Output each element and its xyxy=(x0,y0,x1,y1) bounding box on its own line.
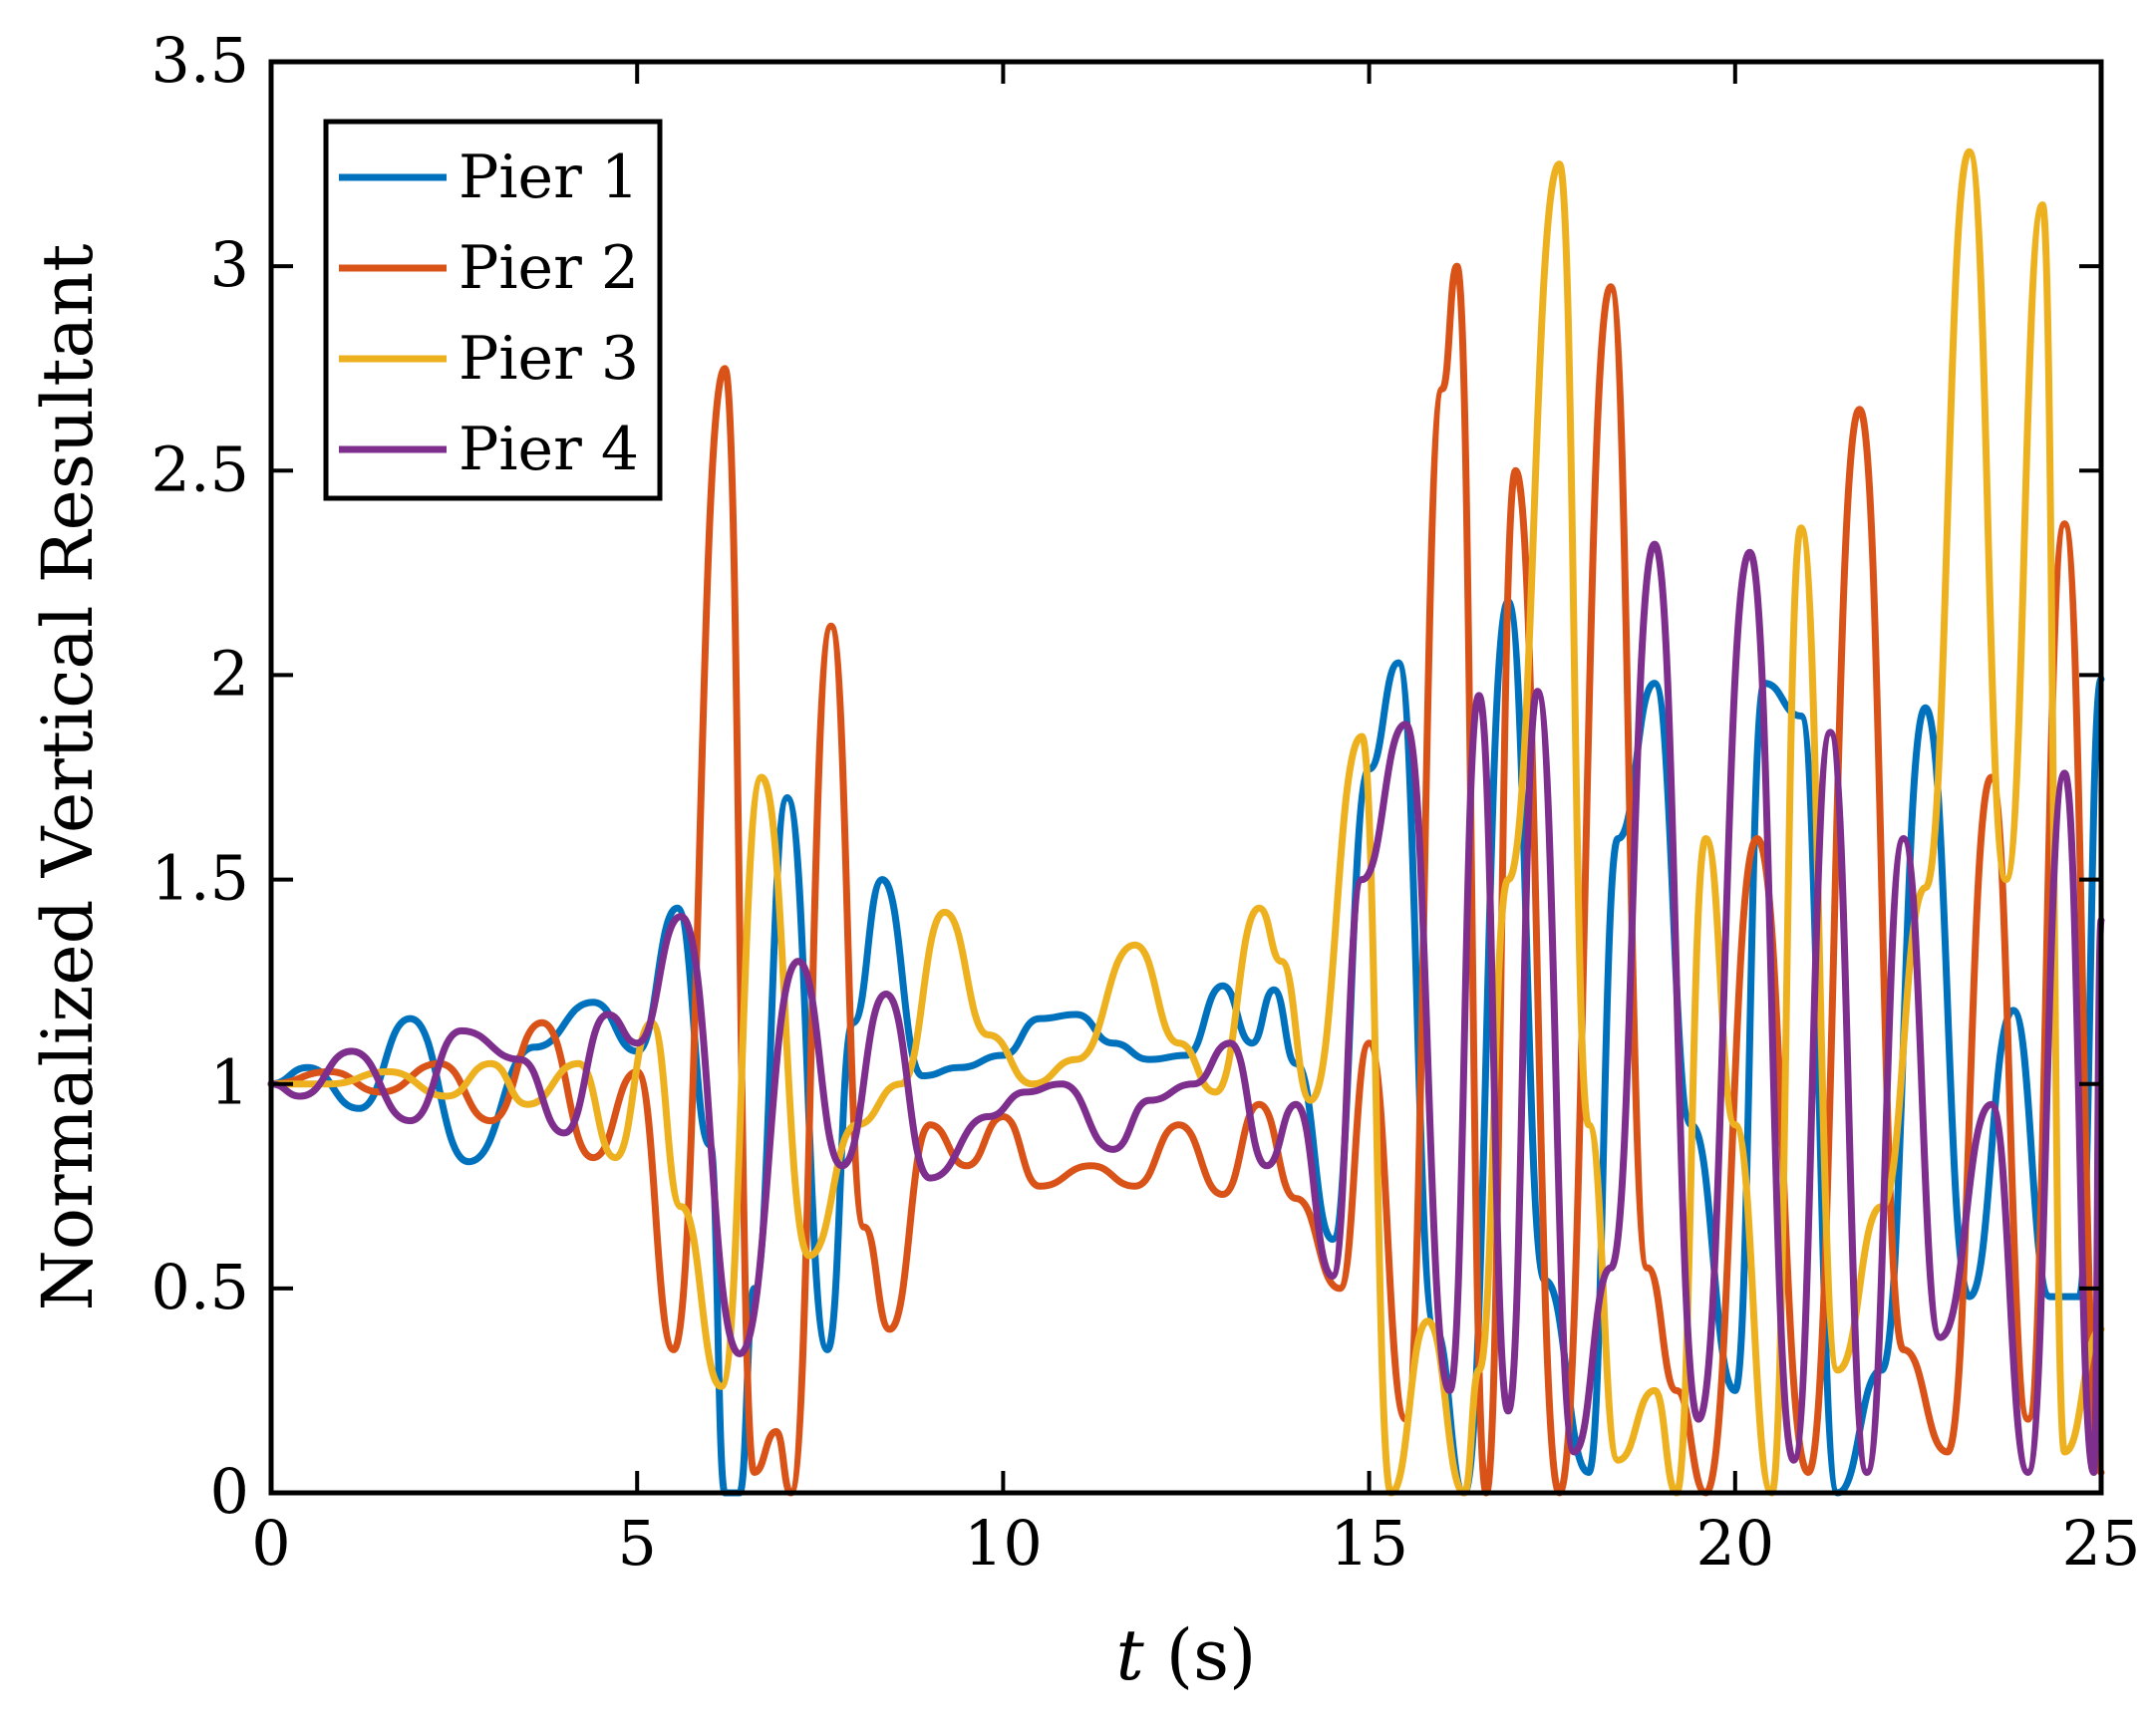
x-tick-label: 0 xyxy=(251,1507,290,1580)
y-tick-label: 2.5 xyxy=(151,433,249,505)
y-tick-label: 0 xyxy=(210,1455,249,1528)
series-line-pier-2 xyxy=(267,262,2105,1497)
ticks-layer xyxy=(269,60,2103,1495)
legend: Pier 1 Pier 2 Pier 3 Pier 4 xyxy=(323,119,663,501)
legend-box xyxy=(323,119,663,501)
legend-label-pier-2: Pier 2 xyxy=(459,233,639,303)
x-axis-label: t (s) xyxy=(1116,1614,1257,1696)
legend-label-pier-1: Pier 1 xyxy=(459,143,639,212)
y-tick-label: 1 xyxy=(210,1046,249,1119)
y-axis-label: Normalized Vertical Resultant xyxy=(27,244,109,1311)
x-tick-label: 10 xyxy=(964,1507,1043,1580)
y-tick-label: 1.5 xyxy=(151,842,249,915)
series-line-pier-4 xyxy=(267,540,2105,1476)
x-tick-label: 25 xyxy=(2062,1507,2141,1580)
legend-label-pier-4: Pier 4 xyxy=(459,415,639,484)
x-tick-label: 20 xyxy=(1695,1507,1774,1580)
y-tick-label: 0.5 xyxy=(151,1251,249,1323)
x-tick-label: 5 xyxy=(617,1507,656,1580)
y-tick-label: 3 xyxy=(210,228,249,301)
x-axis-unit: (s) xyxy=(1166,1614,1257,1696)
plot-frame xyxy=(268,59,2104,1496)
series-line-pier-3 xyxy=(267,147,2105,1497)
x-axis-variable: t xyxy=(1116,1614,1145,1696)
y-tick-label: 2 xyxy=(210,637,249,710)
x-tick-labels: 0 5 10 15 20 25 xyxy=(251,1507,2140,1580)
x-tick-label: 15 xyxy=(1330,1507,1408,1580)
y-tick-label: 3.5 xyxy=(151,24,249,97)
legend-items: Pier 1 Pier 2 Pier 3 Pier 4 xyxy=(339,143,639,484)
legend-label-pier-3: Pier 3 xyxy=(459,324,639,394)
y-tick-labels: 0 0.5 1 1.5 2 2.5 3 3.5 xyxy=(151,24,249,1528)
